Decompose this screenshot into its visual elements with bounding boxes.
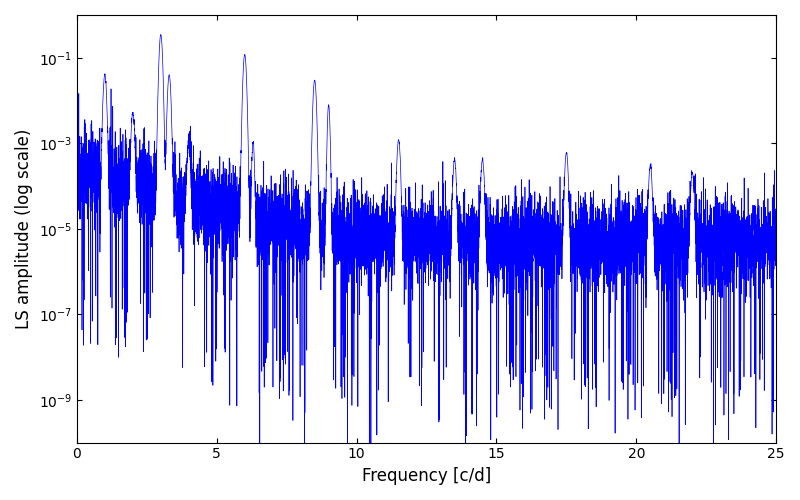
Y-axis label: LS amplitude (log scale): LS amplitude (log scale) [15, 128, 33, 329]
X-axis label: Frequency [c/d]: Frequency [c/d] [362, 467, 491, 485]
